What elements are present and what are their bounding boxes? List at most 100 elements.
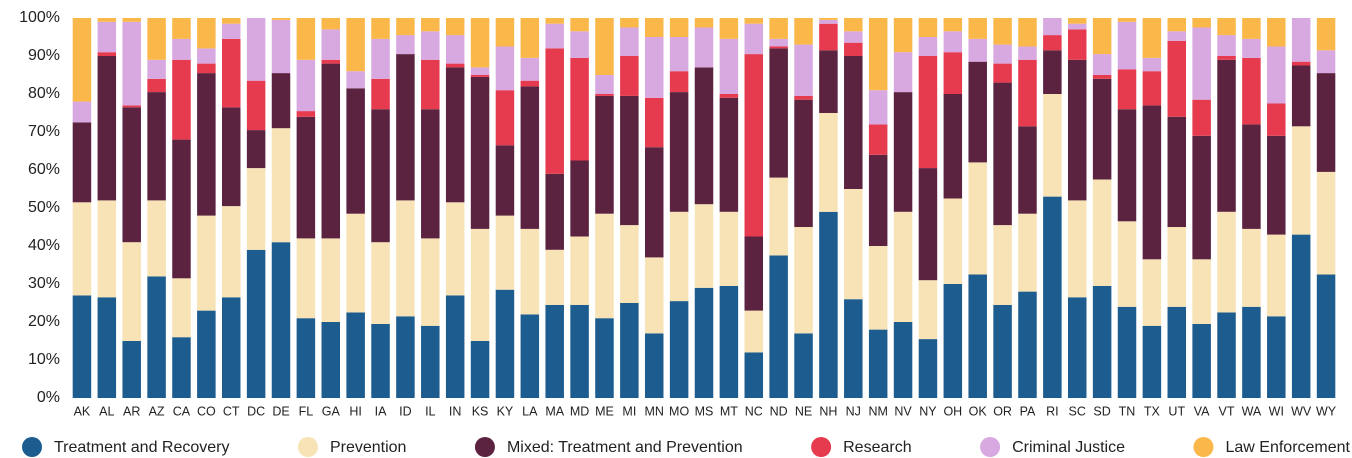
x-tick-label: AK — [74, 404, 91, 418]
bar-segment — [72, 122, 92, 203]
bar-segment — [197, 18, 216, 49]
bar-segment — [1242, 57, 1261, 125]
bar-segment — [271, 19, 291, 74]
bar-segment — [794, 99, 813, 227]
legend-label: Research — [843, 439, 911, 456]
bar-segment — [644, 18, 664, 37]
bar-segment — [197, 73, 216, 216]
bar-segment — [396, 316, 415, 398]
bar-segment — [371, 242, 390, 324]
bar-segment — [321, 322, 341, 398]
x-tick-label: CT — [223, 404, 240, 418]
bar-segment — [1067, 297, 1087, 398]
x-tick-label: MS — [695, 404, 714, 418]
bar-segment — [1117, 69, 1137, 110]
y-tick-label: 20% — [28, 313, 60, 330]
bar-segment — [97, 18, 117, 22]
bar-segment — [97, 200, 117, 298]
bar-segment — [1067, 29, 1087, 60]
bar-segment — [520, 314, 540, 398]
legend-label: Treatment and Recovery — [54, 439, 229, 456]
x-tick-label: WI — [1269, 404, 1284, 418]
x-tick-label: ME — [595, 404, 614, 418]
x-tick-label: AZ — [149, 404, 165, 418]
bar-segment — [1092, 54, 1112, 75]
x-tick-label: GA — [322, 404, 341, 418]
bar-segment — [943, 31, 963, 53]
bar-segment — [1092, 75, 1112, 79]
x-tick-label: IN — [449, 404, 462, 418]
bar-segment — [445, 202, 465, 296]
bar-segment — [545, 23, 564, 49]
bar-segment — [296, 318, 316, 398]
bar-segment — [620, 95, 639, 226]
x-tick-label: MA — [545, 404, 564, 418]
bar-segment — [595, 213, 614, 319]
bar-segment — [1217, 35, 1236, 56]
bar-segment — [495, 18, 515, 47]
bar-segment — [1267, 135, 1286, 235]
bar-segment — [644, 37, 664, 98]
bar-segment — [246, 130, 266, 169]
bar-segment — [1291, 234, 1311, 398]
bar-segment — [694, 27, 714, 68]
x-tick-label: ID — [399, 404, 412, 418]
bar-segment — [918, 18, 938, 37]
bar-segment — [769, 18, 788, 39]
bar-segment — [669, 71, 689, 93]
y-tick-label: 10% — [28, 351, 60, 368]
bar-segment — [147, 92, 166, 201]
bar-segment — [470, 67, 490, 75]
legend-swatch — [1193, 437, 1214, 457]
bar-segment — [620, 18, 639, 28]
bar-segment — [719, 211, 739, 286]
bar-segment — [918, 339, 938, 398]
bar-segment — [1242, 228, 1261, 307]
bar-segment — [993, 82, 1012, 226]
x-tick-label: AR — [123, 404, 140, 418]
y-tick-label: 80% — [28, 85, 60, 102]
bar-segment — [918, 37, 938, 56]
bar-segment — [1291, 18, 1311, 62]
x-tick-label: NH — [819, 404, 837, 418]
bar-segment — [321, 63, 341, 239]
bar-segment — [495, 145, 515, 216]
bar-segment — [1018, 291, 1037, 398]
bar-segment — [97, 297, 117, 398]
bar-segment — [968, 18, 987, 39]
bar-segment — [346, 213, 365, 313]
bar-segment — [1167, 31, 1187, 41]
bar-segment — [421, 238, 440, 326]
bar-segment — [72, 101, 92, 123]
y-tick-label: 0% — [37, 389, 60, 406]
bar-segment — [868, 329, 888, 398]
bar-segment — [1267, 18, 1286, 47]
bar-segment — [470, 76, 490, 229]
bar-segment — [421, 109, 440, 239]
bar-segment — [122, 107, 141, 243]
bar-segment — [470, 75, 490, 77]
bar-segment — [620, 225, 639, 303]
bar-segment — [271, 128, 291, 243]
bar-segment — [570, 18, 589, 32]
x-tick-label: TN — [1119, 404, 1136, 418]
bar-segment — [396, 54, 415, 201]
bar-segment — [595, 75, 614, 94]
bar-segment — [1192, 18, 1211, 28]
bar-segment — [1267, 46, 1286, 104]
bar-segment — [669, 211, 689, 302]
bar-segment — [1043, 35, 1062, 51]
bar-segment — [296, 18, 316, 60]
bar-segment — [1192, 135, 1211, 260]
y-tick-label: 60% — [28, 161, 60, 178]
bar-segment — [97, 52, 117, 56]
bar-segment — [147, 200, 166, 277]
bar-segment — [520, 57, 540, 81]
bar-segment — [644, 333, 664, 398]
x-tick-label: NY — [919, 404, 937, 418]
legend-swatch — [811, 437, 832, 457]
bar-segment — [221, 206, 241, 298]
bar-segment — [396, 200, 415, 317]
x-tick-label: FL — [299, 404, 314, 418]
bar-segment — [296, 111, 316, 117]
